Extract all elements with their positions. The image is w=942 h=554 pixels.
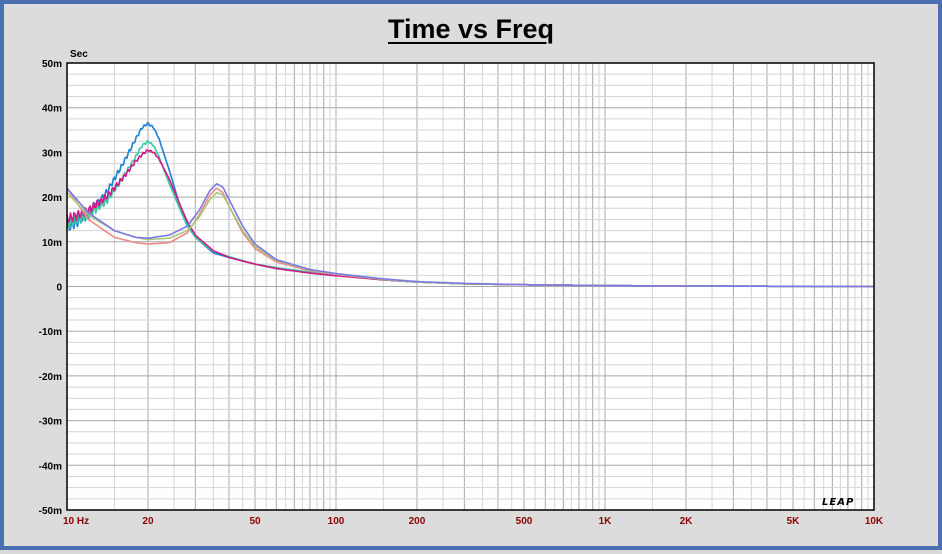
x-tick-label: 50 (249, 516, 261, 527)
chart-title: Time vs Freq (387, 14, 555, 44)
x-tick-label: 2K (680, 516, 694, 527)
x-tick-label: 10 Hz (63, 516, 89, 527)
x-tick-label: 1K (599, 516, 613, 527)
plot-border (66, 62, 875, 511)
y-axis-ticks: 50m 40m 30m 20m 10m 0 -10m -20m -30m -40m -50m (39, 59, 63, 517)
y-tick-label: -10m (39, 327, 62, 338)
y-tick-label: -20m (39, 372, 62, 383)
y-tick-label: 20m (42, 193, 62, 204)
y-tick-label: -30m (39, 417, 62, 428)
y-tick-label: 40m (42, 104, 62, 115)
x-tick-label: 10K (865, 516, 884, 527)
series-group (66, 121, 874, 288)
x-tick-label: 5K (787, 516, 801, 527)
x-tick-label: 200 (409, 516, 426, 527)
y-tick-label: 10m (42, 238, 62, 249)
y-tick-label: -50m (39, 506, 62, 517)
chart-title-container: Time vs Freq (0, 14, 942, 45)
bottom-strip (0, 550, 942, 554)
y-tick-label: -40m (39, 461, 62, 472)
series-line-6 (66, 183, 874, 288)
x-tick-label: 20 (142, 516, 154, 527)
y-tick-label: 50m (42, 59, 62, 70)
y-tick-label: 0 (56, 283, 62, 294)
x-axis-ticks: 10 Hz 20 50 100 200 500 1K 2K 5K 10K (63, 516, 884, 527)
x-tick-label: 100 (328, 516, 345, 527)
x-tick-label: 500 (516, 516, 533, 527)
leap-logo: LEAP (822, 497, 854, 508)
y-tick-label: 30m (42, 148, 62, 159)
y-axis-unit-label: Sec (70, 49, 88, 60)
